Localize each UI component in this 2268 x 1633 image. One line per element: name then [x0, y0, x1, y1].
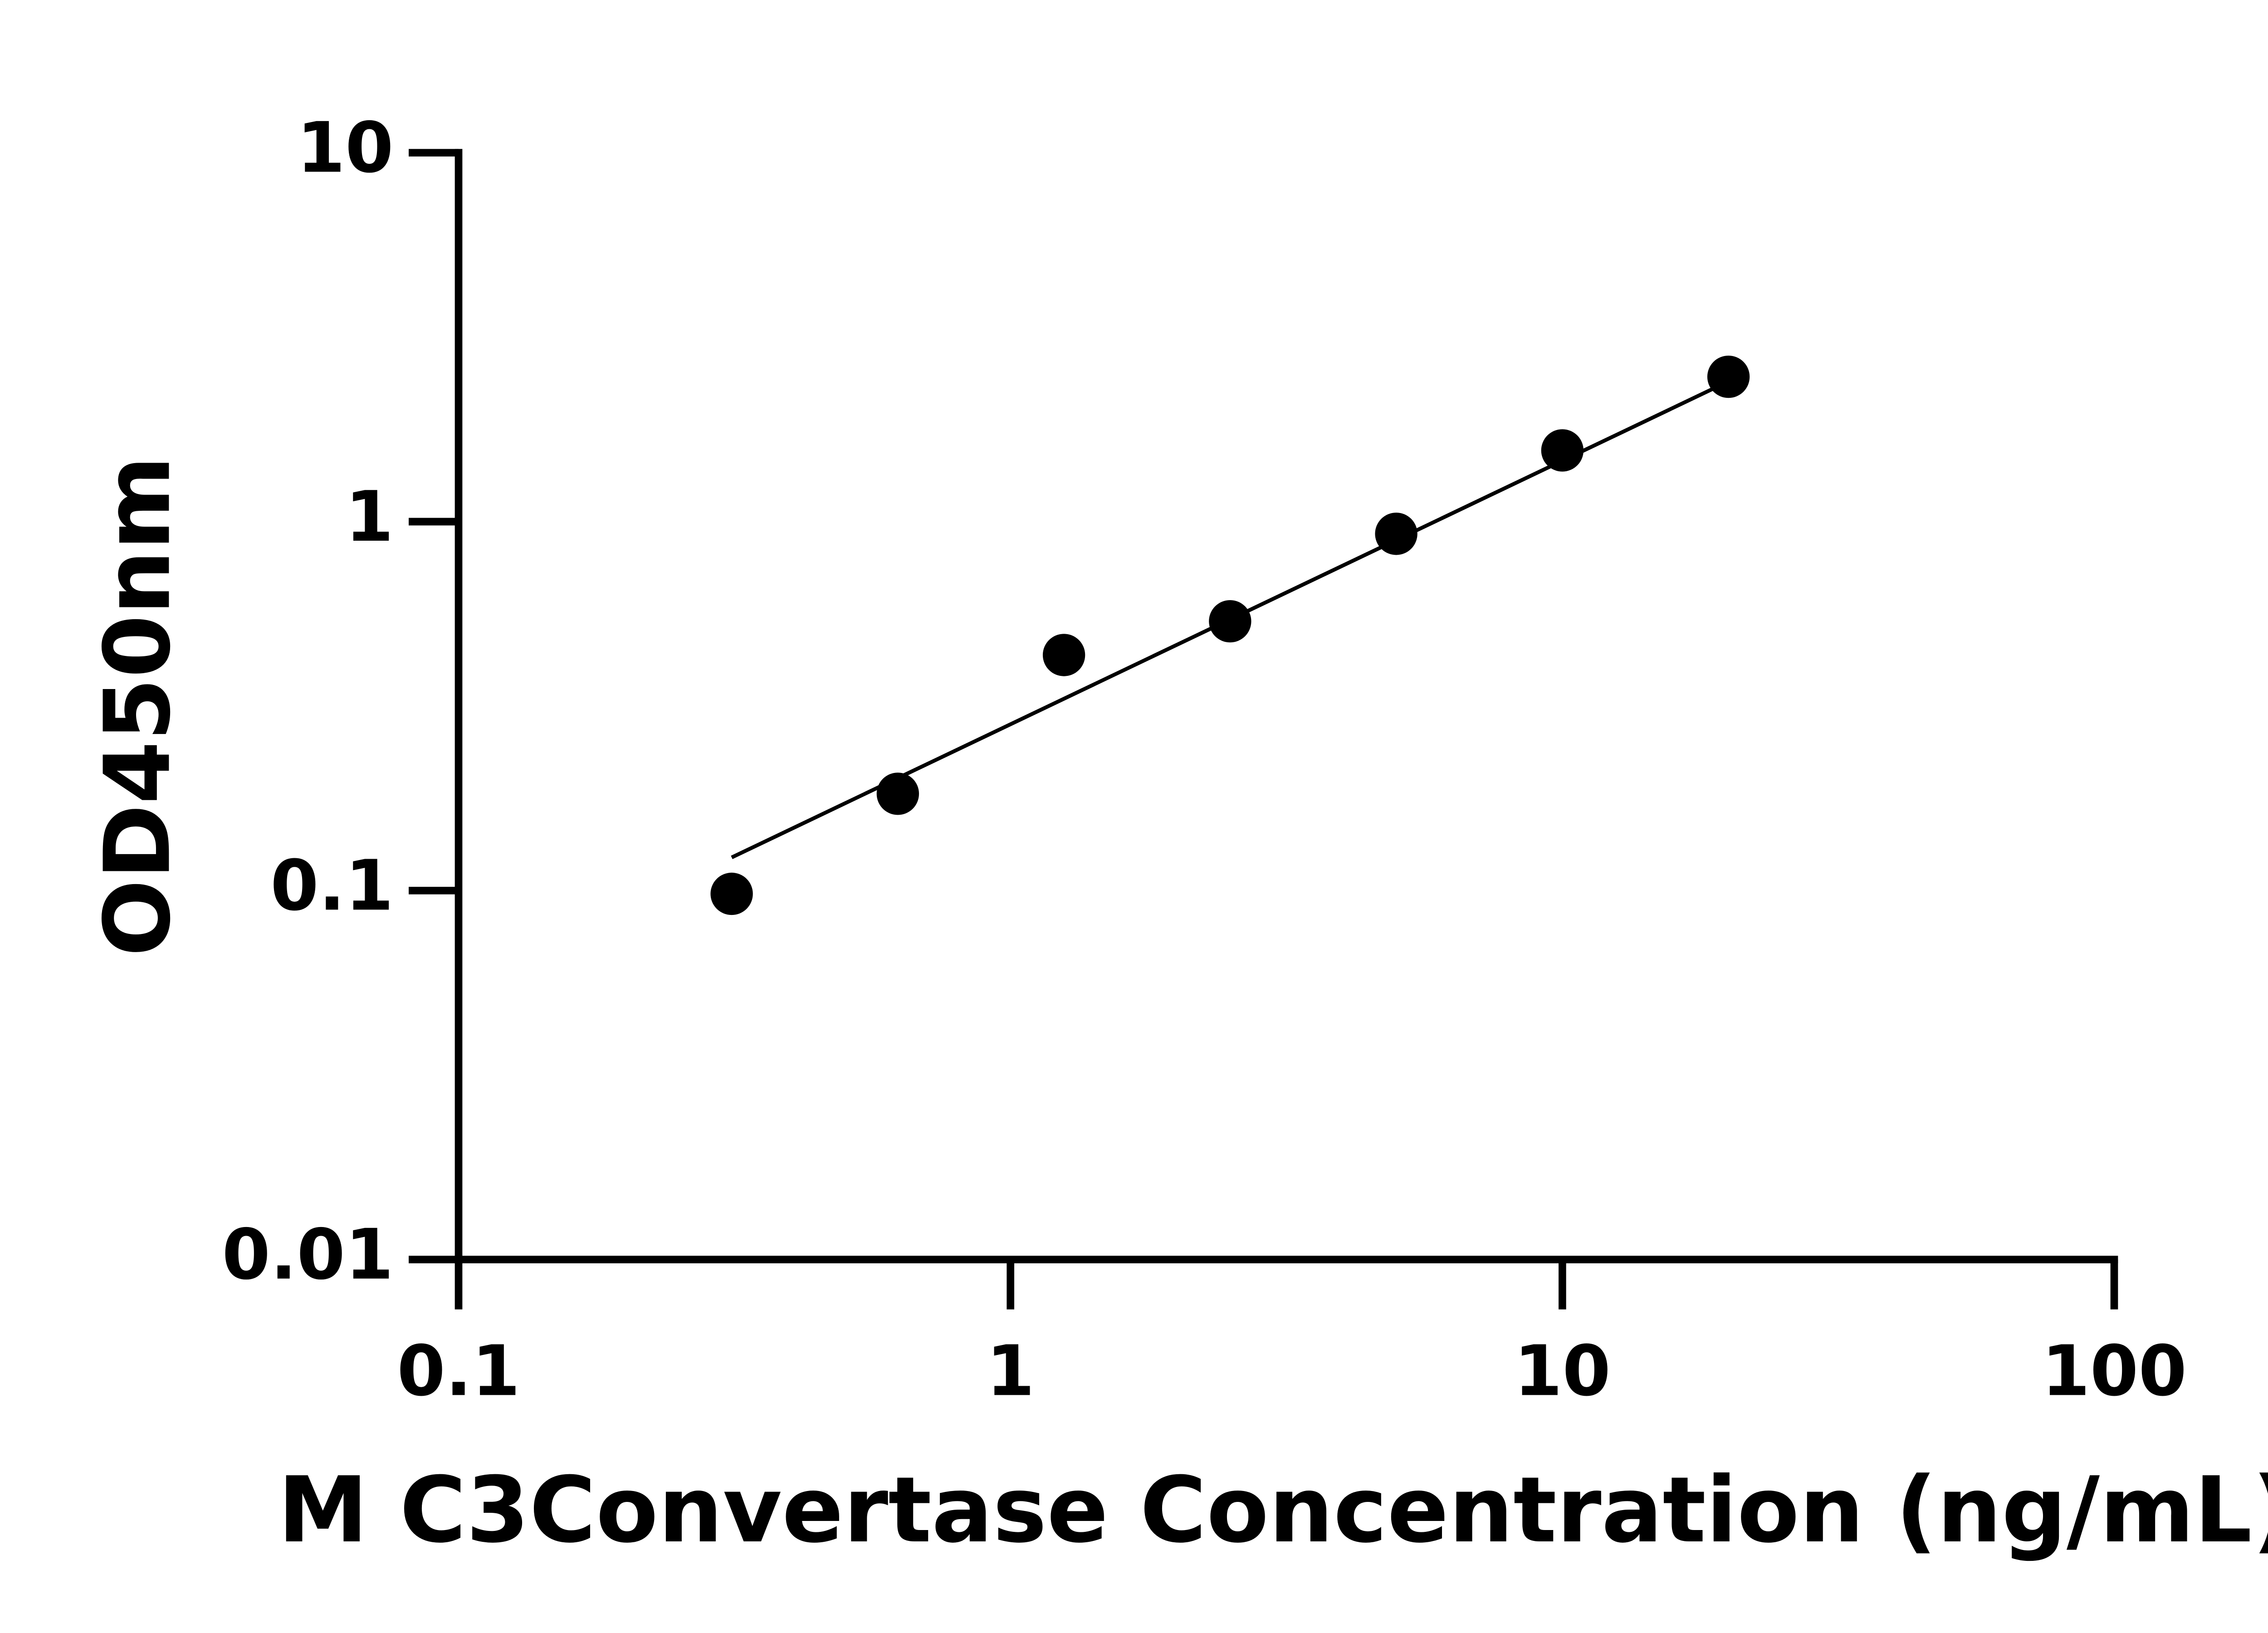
y-tick-label: 1 [345, 477, 394, 557]
x-tick-label: 100 [2042, 1331, 2187, 1412]
data-point [1541, 429, 1584, 472]
x-tick-label: 0.1 [397, 1331, 520, 1412]
x-axis-label: M C3Convertase Concentration (ng/mL) [278, 1457, 2268, 1563]
y-axis-label: OD450nm [85, 456, 191, 957]
x-tick-label: 10 [1514, 1331, 1611, 1412]
fit-line [731, 380, 1730, 859]
x-tick-label: 1 [986, 1331, 1035, 1412]
data-point [1042, 634, 1085, 676]
data-point [1707, 355, 1750, 398]
y-tick-label: 10 [297, 108, 393, 189]
y-tick-label: 0.1 [270, 846, 394, 926]
data-point [710, 872, 753, 915]
y-tick-label: 0.01 [222, 1215, 393, 1296]
